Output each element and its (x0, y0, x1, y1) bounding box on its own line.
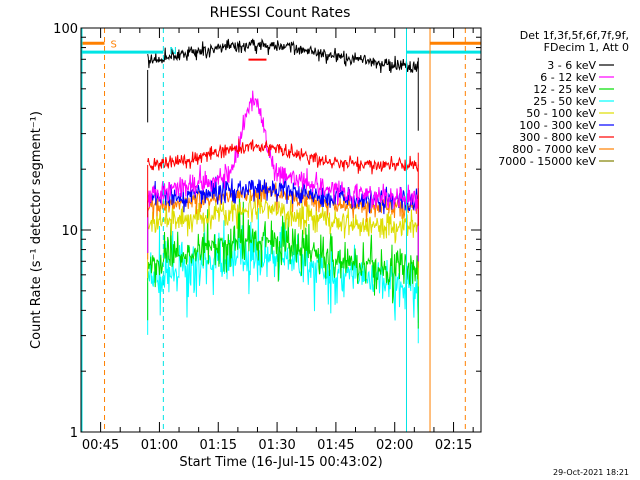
x-tick-label: 02:15 (435, 438, 472, 453)
legend-entry-label: 6 - 12 keV (540, 71, 596, 84)
legend-header-line-1: Det 1f,3f,5f,6f,7f,9f, (520, 29, 629, 42)
series-line (147, 192, 419, 244)
saa-label: S (111, 39, 117, 50)
x-tick-label: 01:15 (200, 438, 237, 453)
y-tick-label: 10 (61, 224, 78, 239)
x-tick-label: 01:30 (258, 438, 295, 453)
plot-area: SN (81, 28, 481, 432)
legend-entry-label: 25 - 50 keV (533, 95, 596, 108)
legend-entry-label: 12 - 25 keV (533, 83, 596, 96)
plot-timestamp: 29-Oct-2021 18:21 (553, 468, 629, 477)
x-axis-label: Start Time (16-Jul-15 00:43:02) (179, 455, 382, 470)
x-tick-label: 01:45 (317, 438, 354, 453)
legend: Det 1f,3f,5f,6f,7f,9f, FDecim 1, Att 0 3… (498, 29, 629, 168)
legend-entry-label: 100 - 300 keV (519, 119, 596, 132)
x-axis: 00:45 01:00 01:15 01:30 01:45 02:00 02:15 (80, 28, 474, 453)
y-axis-label: Count Rate (s⁻¹ detector segment⁻¹) (29, 111, 44, 349)
series-line (147, 37, 419, 74)
legend-header-line-2: FDecim 1, Att 0 (544, 41, 629, 54)
y-tick-label: 1 (70, 426, 78, 441)
chart-title: RHESSI Count Rates (210, 5, 351, 21)
x-tick-label: 01:00 (141, 438, 178, 453)
x-tick-label: 02:00 (376, 438, 413, 453)
y-tick-label: 100 (53, 22, 78, 37)
legend-entry-label: 800 - 7000 keV (512, 143, 596, 156)
legend-entry-label: 50 - 100 keV (526, 107, 596, 120)
legend-entry-label: 3 - 6 keV (547, 59, 596, 72)
series-line (147, 90, 419, 212)
legend-entry-label: 300 - 800 keV (519, 131, 596, 144)
series-line (147, 192, 419, 304)
series-line (147, 138, 419, 175)
night-label: N (169, 46, 176, 57)
x-tick-label: 00:45 (82, 438, 119, 453)
legend-entry-label: 7000 - 15000 keV (498, 155, 596, 168)
y-axis: 1 10 100 (53, 22, 481, 441)
